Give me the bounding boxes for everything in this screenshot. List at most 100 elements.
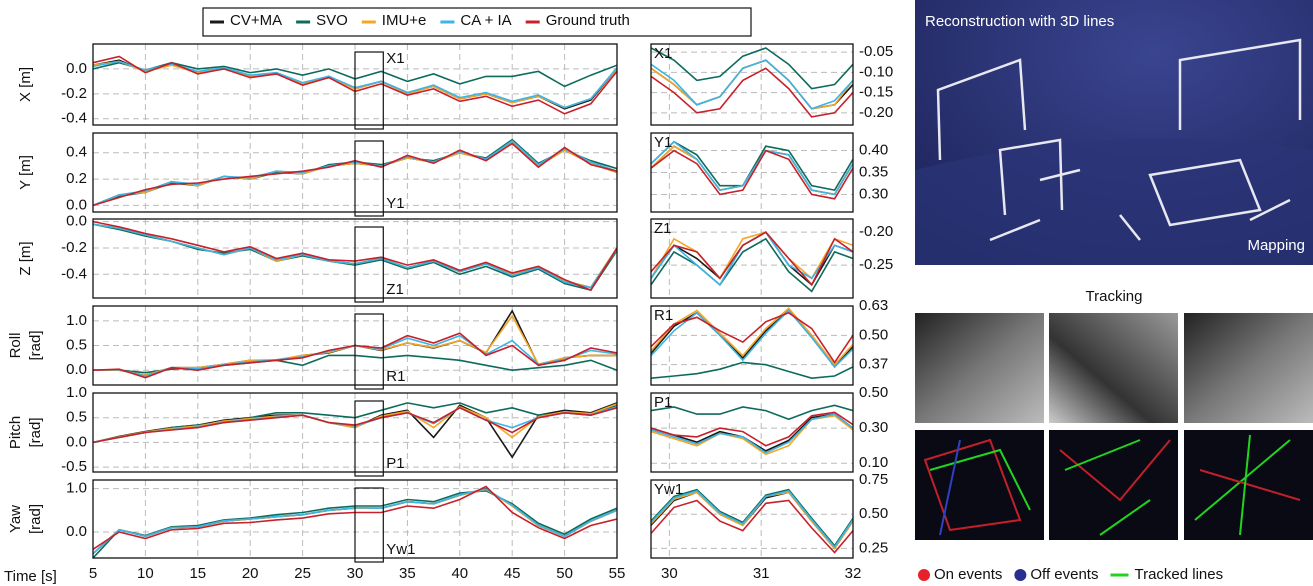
series-line	[651, 489, 853, 549]
event-lines	[923, 434, 1301, 536]
chart-panel: -0.05 -0.10 -0.15 -0.20 X1	[650, 43, 893, 126]
y-tick-label: 0.0	[66, 433, 87, 450]
zoom-box	[354, 226, 384, 303]
y-axis-label: Pitch	[7, 416, 24, 449]
right-panel	[915, 0, 1313, 540]
y-tick-label: -0.10	[859, 63, 893, 80]
series-line	[651, 311, 853, 364]
y-tick-label: 0.4	[66, 144, 87, 161]
y-tick-label: 0.75	[859, 471, 888, 488]
tracking-frame	[915, 313, 1044, 423]
y-tick-label: 0.5	[66, 336, 87, 353]
plot-frame	[650, 392, 854, 473]
series-line	[651, 413, 853, 454]
series-line	[651, 140, 853, 191]
event-frame	[1049, 430, 1178, 540]
zoom-label: P1	[386, 455, 404, 472]
y-axis-label: Roll	[7, 333, 24, 359]
mapping-title: Reconstruction with 3D lines	[925, 13, 1114, 30]
y-tick-label: 0.0	[66, 361, 87, 378]
y-axis-label: Yaw	[7, 505, 24, 533]
y-tick-label: -0.2	[61, 85, 87, 102]
y-axis-label: [rad]	[27, 330, 44, 360]
tracking-title: Tracking	[1086, 288, 1143, 305]
legend-box	[202, 7, 752, 37]
panel-label: Yw1	[654, 481, 683, 498]
zoom-label: X1	[386, 50, 404, 67]
chart-panel: 0.0 -0.2 -0.4 X1 X [m]	[17, 43, 618, 130]
y-tick-label: 1.0	[66, 384, 87, 401]
x-tick-label: 5	[89, 565, 97, 582]
floor	[915, 138, 1313, 265]
series-line	[651, 59, 853, 110]
y-tick-label: 0.25	[859, 539, 888, 556]
x-tick-label: 30	[661, 565, 678, 582]
tracking-frame	[1049, 313, 1178, 423]
chart-panel: 1.0 0.5 0.0 -0.5 P1 Pitch [rad]	[7, 384, 618, 477]
y-tick-label: 1.0	[66, 480, 87, 497]
series-line	[651, 140, 853, 196]
plot-frame	[650, 132, 854, 213]
y-tick-label: 0.35	[859, 163, 888, 180]
y-tick-label: 0.2	[66, 170, 87, 187]
series-line	[651, 414, 853, 456]
y-tick-label: -0.5	[61, 458, 87, 475]
chart-panel: 0.0 0.5 1.0 R1 Roll [rad]	[7, 305, 618, 390]
y-axis-label: [rad]	[27, 417, 44, 447]
y-axis-label: Y [m]	[17, 155, 34, 190]
series-line	[651, 231, 853, 287]
x-tick-label: 40	[451, 565, 468, 582]
x-axis-label: Time [s]	[4, 568, 57, 585]
x-tick-label: 20	[242, 565, 259, 582]
zoom-label: Z1	[386, 281, 404, 298]
panel-label: Y1	[654, 134, 672, 151]
zoom-label: Y1	[386, 195, 404, 212]
plot-frame	[650, 479, 854, 559]
series-line	[651, 488, 853, 548]
chart-panel: 0.0 0.2 0.4 Y1 Y [m]	[17, 132, 618, 217]
chart-panel: 0.50 0.30 0.10 P1	[650, 384, 888, 473]
y-tick-label: -0.4	[61, 265, 87, 282]
x-tick-label: 31	[753, 565, 770, 582]
event-legend-label: On events	[934, 566, 1002, 583]
legend-label: CV+MA	[230, 12, 282, 29]
chart-panel: 30 31 32 0.75 0.50 0.25 Yw1	[650, 471, 888, 582]
x-tick-label: 32	[845, 565, 862, 582]
event-frame	[915, 430, 1044, 540]
y-tick-label: 0.0	[66, 213, 87, 230]
plot-frame	[650, 218, 854, 299]
y-axis-label: [rad]	[27, 504, 44, 534]
series-line	[651, 361, 853, 380]
x-tick-label: 25	[294, 565, 311, 582]
event-legend-label: Off events	[1030, 566, 1098, 583]
series-line	[651, 67, 853, 118]
x-tick-label: 30	[347, 565, 364, 582]
chart-panel: 0.0 -0.2 -0.4 Z1 Z [m]	[17, 213, 618, 303]
zoom-box	[354, 51, 384, 130]
y-tick-label: -0.15	[859, 84, 893, 101]
series-group	[651, 47, 853, 118]
legend-label: Ground truth	[546, 12, 630, 29]
y-tick-label: 0.0	[66, 60, 87, 77]
panel-label: Z1	[654, 220, 672, 237]
x-tick-label: 55	[609, 565, 626, 582]
zoom-label: R1	[386, 368, 405, 385]
y-tick-label: 0.50	[859, 384, 888, 401]
series-group	[651, 488, 853, 554]
y-tick-label: 0.0	[66, 196, 87, 213]
zoom-label: Yw1	[386, 541, 415, 558]
chart-panel: 0.40 0.35 0.30 Y1	[650, 132, 888, 213]
series-line	[651, 237, 853, 293]
series-line	[651, 499, 853, 554]
y-axis-label: Z [m]	[17, 241, 34, 275]
y-axis-label: X [m]	[17, 67, 34, 102]
chart-panel: 0.63 0.50 0.37 R1	[650, 297, 888, 386]
y-tick-label: 0.5	[66, 409, 87, 426]
series-line	[651, 411, 853, 447]
y-tick-label: 0.40	[859, 142, 888, 159]
zoom-box	[354, 487, 384, 563]
series-group	[651, 231, 853, 293]
panel-label: X1	[654, 45, 672, 62]
